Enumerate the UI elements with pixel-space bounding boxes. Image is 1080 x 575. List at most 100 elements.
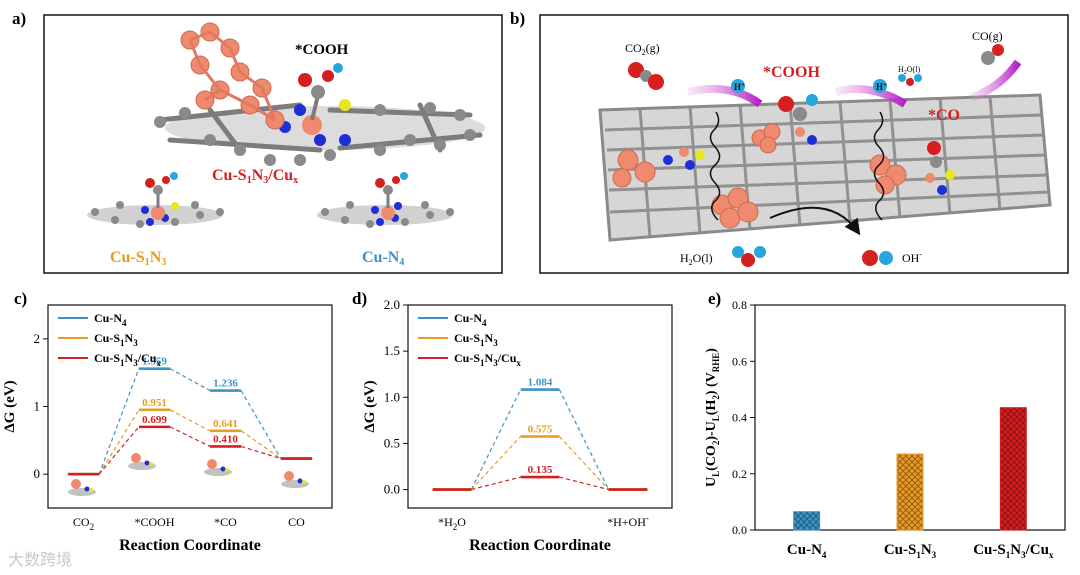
c-connector-s1-0 [98, 409, 140, 475]
panel-e: e) 0.0 0.2 0.4 0.6 0.8 Cu-N4 Cu-S1N3 Cu-S1N3/Cu… [704, 289, 1066, 560]
panel-label-e: e) [708, 289, 721, 308]
e-ylabel: UL(CO2)-UL(H2) (VRHE) [704, 348, 721, 487]
d-connector-s1-1 [558, 436, 610, 490]
c-data-label-s2-2: 0.410 [213, 433, 238, 445]
e-ytick-label-3: 0.6 [732, 354, 747, 368]
d-legend-label-2: Cu-S1N3/Cux [454, 351, 521, 368]
d-legend-label-1: Cu-S1N3 [454, 331, 498, 348]
c-xlabel: Reaction Coordinate [119, 537, 261, 554]
c-connector-s2-0 [98, 426, 140, 475]
d-ytick-label-3: 1.5 [384, 343, 400, 358]
d-legend-label-0: Cu-N4 [454, 311, 487, 328]
d-data-label-s1-1: 0.575 [528, 423, 553, 435]
c-adsorbate-sketch-cu-1 [131, 453, 141, 463]
c-data-label-s2-1: 0.699 [142, 414, 167, 426]
c-xtick-label-2: *CO [214, 515, 237, 529]
svg-text:H+: H+ [734, 81, 745, 92]
c-ylabel: ΔG (eV) [2, 380, 18, 432]
d-xtick-label-0: *H2O [438, 515, 466, 532]
c-legend-label-2: Cu-S1N3/Cux [94, 351, 161, 368]
c-legend-label-0: Cu-N4 [94, 311, 127, 328]
c-adsorbate-sketch-cu-0 [71, 479, 81, 489]
c-connector-s1-1 [169, 409, 211, 432]
d-ytick-label-4: 2.0 [384, 297, 400, 312]
e-bar-0 [793, 511, 821, 531]
chart-d: 0.0 0.5 1.0 1.5 2.0 1.084 0.575 0.135 *H2O *H+OH-… [362, 297, 673, 554]
hplus-badge-1: H+ [731, 79, 745, 93]
e-ytick-label-1: 0.2 [732, 467, 747, 481]
c-xtick-label-0: CO2 [73, 515, 94, 532]
panel-c: c) 0 1 2 1.559 1.236 0.951 0.641 0.699 0.410 CO2 *… [2, 289, 333, 554]
e-xtick-label-0: Cu-N4 [787, 542, 827, 560]
co-label-b: *CO [928, 107, 960, 124]
c-adsorbate-sketch-s-2 [225, 468, 229, 472]
panel-label-c: c) [14, 289, 27, 308]
c-ytick-label-2: 2 [34, 331, 41, 346]
adsorbate-molecules-illustration [628, 44, 1004, 267]
c-adsorbate-sketch-s-1 [149, 462, 153, 466]
c-connector-s0-1 [169, 368, 211, 392]
c-connector-s0-0 [98, 368, 140, 475]
d-connector-s2-1 [559, 476, 609, 491]
c-connector-s1-2 [240, 430, 282, 460]
cooh-label-a: *COOH [295, 42, 349, 58]
c-xtick-label-3: CO [288, 515, 305, 529]
d-ytick-label-2: 1.0 [384, 389, 400, 404]
oh-label: OH- [902, 250, 922, 265]
co2g-label: CO2(g) [625, 41, 660, 57]
c-legend-label-1: Cu-S1N3 [94, 331, 138, 348]
chart-c: 0 1 2 1.559 1.236 0.951 0.641 0.699 0.410 CO2 *COO… [2, 304, 333, 554]
e-bar-1 [896, 453, 924, 531]
c-ytick-label-1: 1 [34, 399, 41, 414]
panel-a-frame [43, 14, 503, 274]
d-connector-s0-1 [558, 389, 610, 490]
hplus-badge-2: H+ [873, 79, 887, 93]
e-bar-2 [999, 407, 1027, 531]
c-adsorbate-sketch-cu-2 [207, 459, 217, 469]
panel-a: a) [12, 9, 503, 274]
c-data-label-s1-2: 0.641 [213, 418, 238, 430]
c-connector-s2-1 [169, 426, 211, 447]
graphene-sheet-illustration [598, 93, 1052, 242]
panel-b: b) [510, 9, 1069, 274]
c-ytick-label-0: 0 [34, 466, 41, 481]
c-adsorbate-sketch-n-0 [84, 486, 90, 492]
s1n3-label: Cu-S1N3 [110, 249, 166, 268]
watermark: 大数跨境 [8, 550, 72, 569]
e-xtick-label-1: Cu-S1N3 [884, 542, 937, 560]
c-data-label-s0-1: 1.559 [142, 356, 167, 368]
panel-label-a: a) [12, 9, 26, 28]
d-data-label-s0-1: 1.084 [528, 377, 553, 389]
cu-s1n3-molecule-illustration [87, 172, 224, 228]
e-ytick-label-0: 0.0 [732, 523, 747, 537]
d-xlabel: Reaction Coordinate [469, 537, 611, 554]
panel-label-b: b) [510, 9, 525, 28]
cog-label: CO(g) [972, 29, 1003, 43]
reaction-arrows-illustration [687, 59, 1022, 236]
d-connector-s2-0 [471, 476, 521, 491]
c-data-label-s1-1: 0.951 [142, 397, 167, 409]
svg-text:H+: H+ [876, 81, 887, 92]
d-data-label-s2-1: 0.135 [528, 464, 553, 476]
panel-label-d: d) [352, 289, 367, 308]
c-adsorbate-sketch-n-3 [297, 478, 303, 484]
d-connector-s0-0 [470, 389, 522, 490]
hybrid-label: Cu-S1N3/Cux [212, 167, 298, 186]
chart-e: 0.0 0.2 0.4 0.6 0.8 Cu-N4 Cu-S1N3 Cu-S1N3/Cux UL… [704, 298, 1066, 560]
d-connector-s1-0 [470, 436, 522, 490]
e-ytick-label-2: 0.4 [732, 411, 747, 425]
cu-cluster-molecule-illustration [154, 22, 485, 166]
d-plot-frame [407, 304, 673, 509]
c-adsorbate-sketch-n-2 [220, 466, 226, 472]
d-ytick-label-1: 0.5 [384, 435, 400, 450]
d-ytick-label-0: 0.0 [384, 482, 400, 497]
c-adsorbate-sketch-s-3 [302, 480, 306, 484]
d-xtick-label-2: *H+OH- [607, 513, 649, 529]
dopant-atoms-illustration [663, 127, 955, 195]
cu-n4-molecule-illustration [317, 172, 454, 228]
panel-d: d) 0.0 0.5 1.0 1.5 2.0 1.084 0.575 0.135 *H2O *H+… [352, 289, 673, 554]
c-xtick-label-1: *COOH [134, 515, 174, 529]
h2ol-label: H2O(l) [680, 251, 713, 267]
e-xtick-label-2: Cu-S1N3/Cux [973, 542, 1054, 560]
